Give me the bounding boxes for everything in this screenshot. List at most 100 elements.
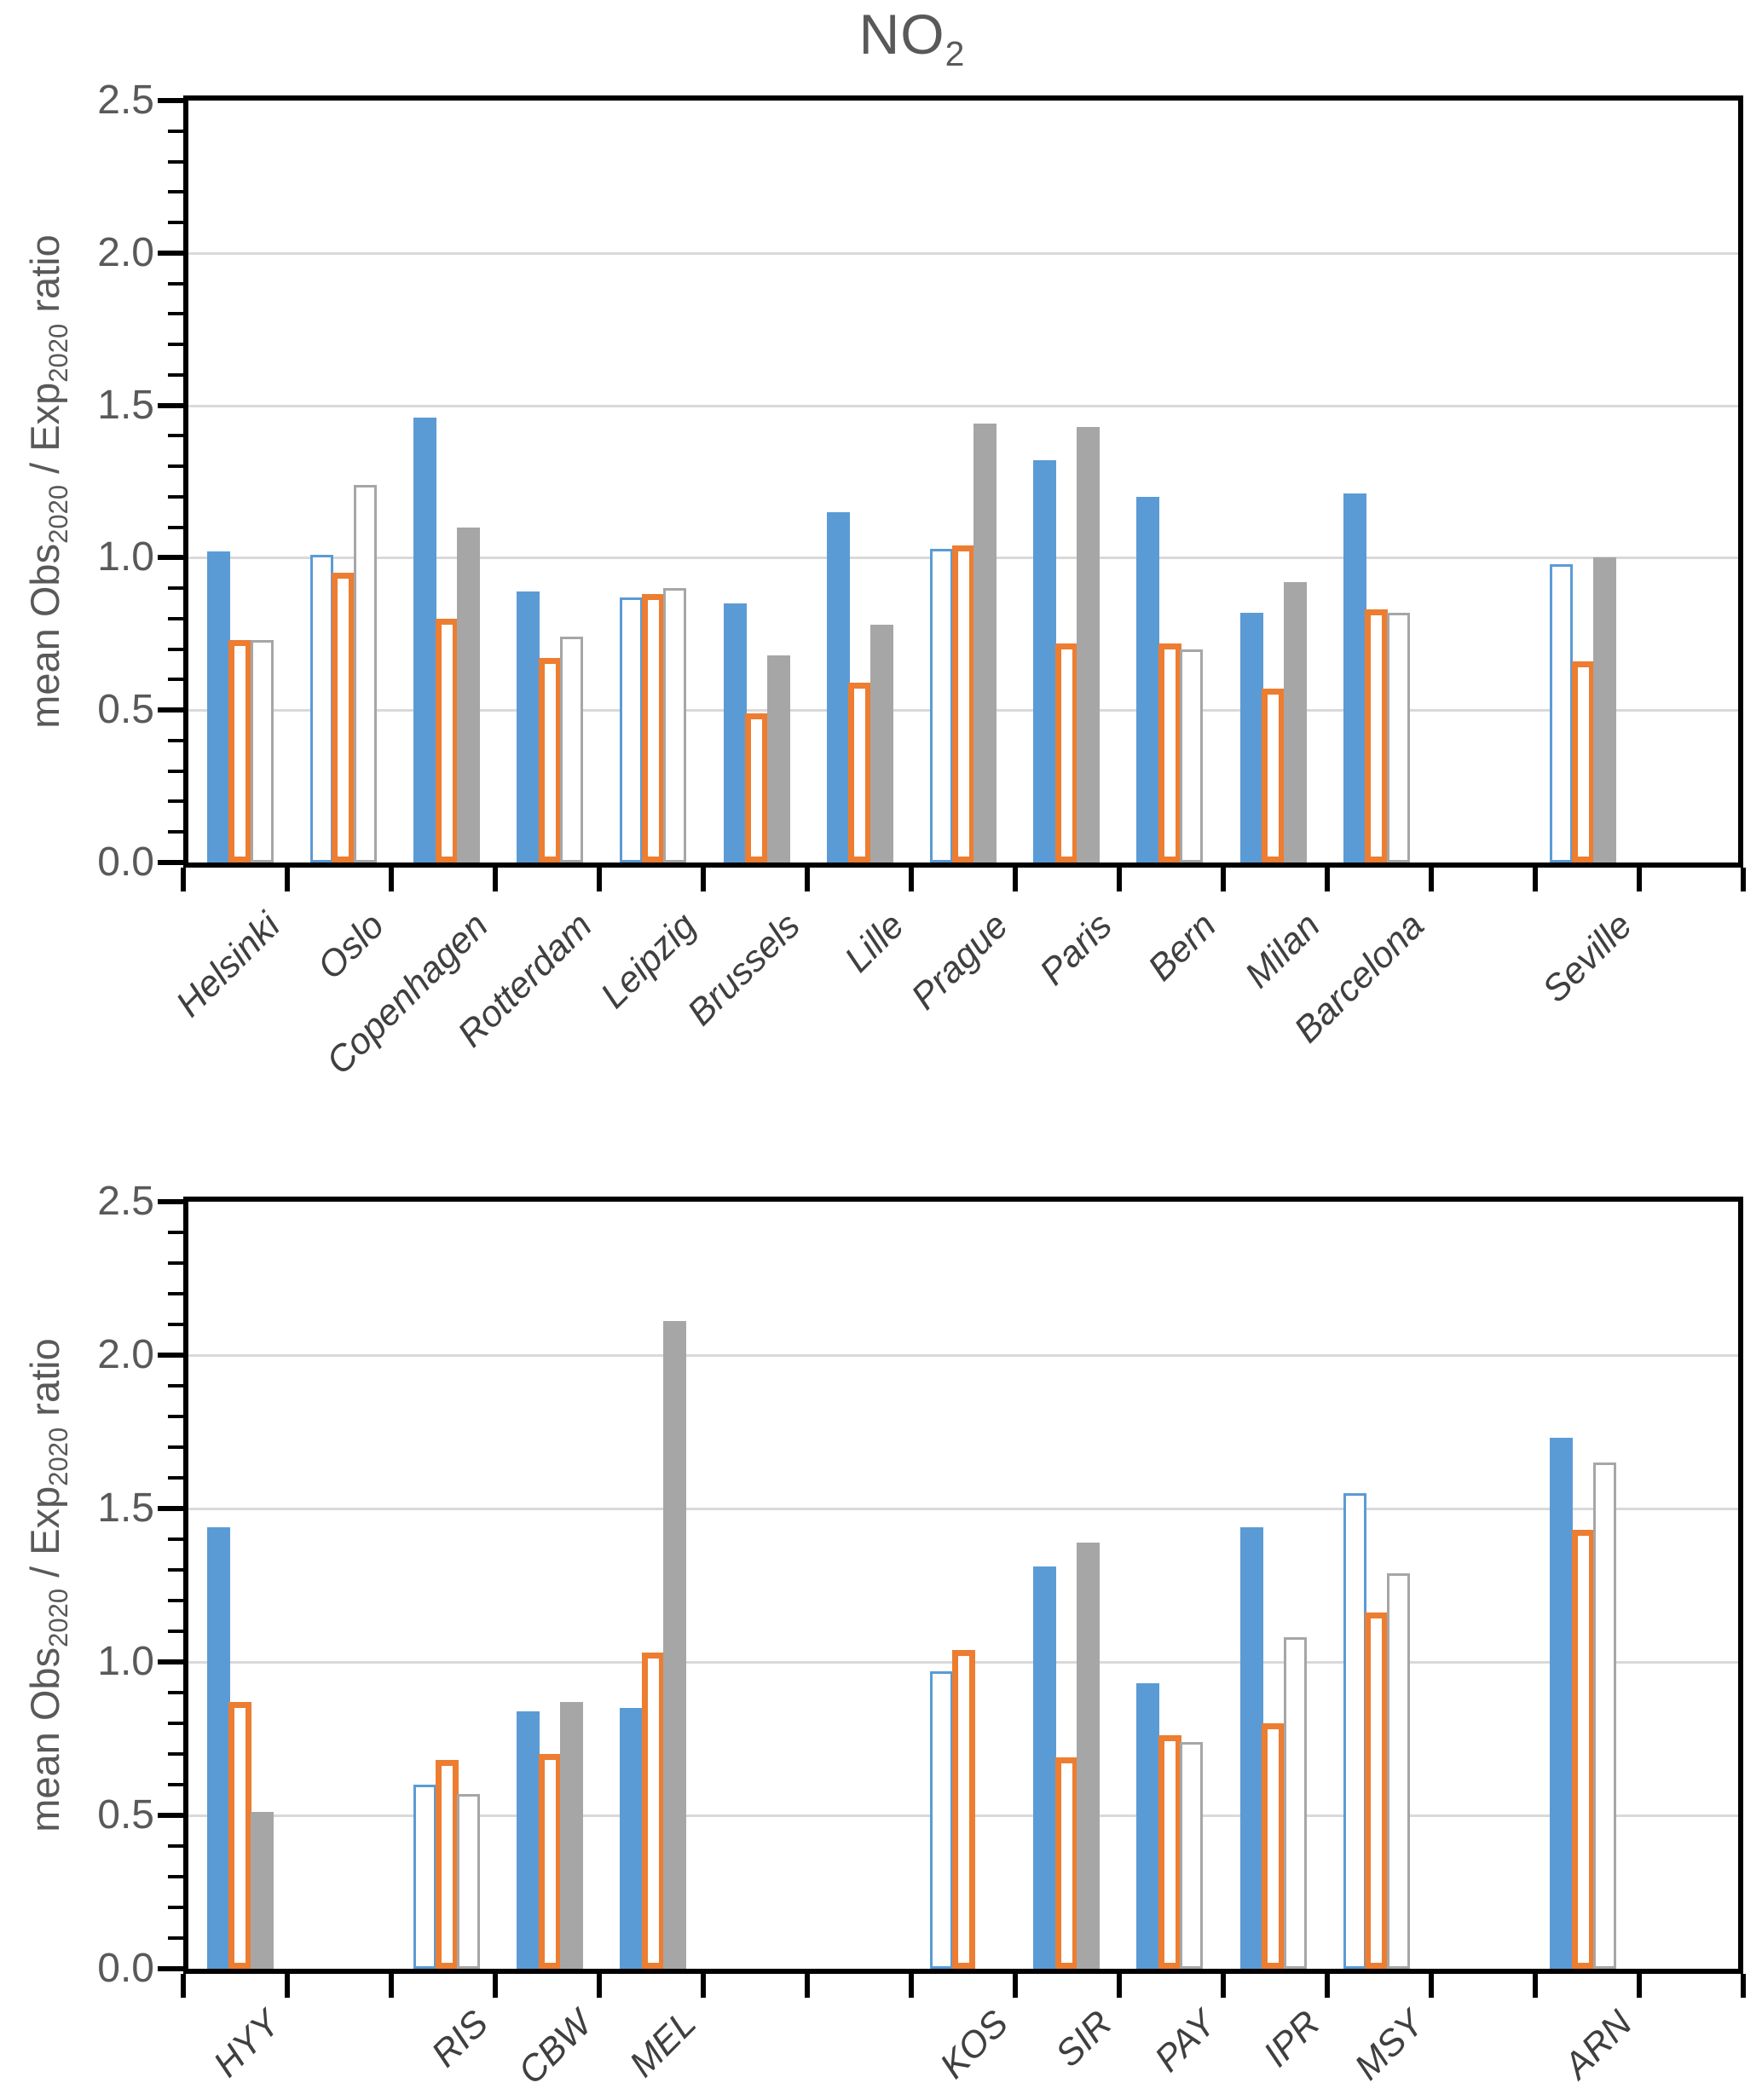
bar-period-a-Barcelona [1343, 493, 1366, 862]
x-tick [493, 868, 498, 891]
bar-period-d-Oslo [332, 573, 355, 862]
bar-period-p-Brussels [766, 655, 790, 862]
plot-area-a [183, 95, 1743, 868]
bar-period-p-RIS [457, 1794, 480, 1969]
y-minor-tick [168, 434, 183, 438]
x-tick [805, 1974, 810, 1998]
y-minor-tick [168, 647, 183, 651]
bar-period-p-Oslo [353, 485, 377, 862]
bar-period-p-IPR [1283, 1637, 1307, 1969]
bar-period-d-Barcelona [1365, 609, 1389, 862]
y-major-tick [158, 1966, 183, 1971]
x-tick [1533, 1974, 1538, 1998]
gridline [188, 404, 1738, 407]
x-tick [1637, 1974, 1642, 1998]
y-minor-tick [168, 738, 183, 742]
bar-period-d-Bern [1158, 643, 1181, 862]
bar-period-a-HYY [206, 1527, 230, 1969]
y-major-tick [158, 1659, 183, 1664]
bar-period-a-Oslo [309, 555, 333, 862]
y-minor-tick [168, 1936, 183, 1940]
y-minor-tick [168, 1292, 183, 1295]
bar-period-a-MSY [1343, 1493, 1366, 1969]
bar-period-p-Milan [1283, 582, 1307, 862]
bar-period-p-HYY [250, 1812, 274, 1969]
bar-period-p-SIR [1077, 1543, 1101, 1969]
bar-period-a-Helsinki [206, 551, 230, 862]
y-axis-title-subscript: 2020 [43, 1427, 74, 1486]
y-minor-tick [168, 1568, 183, 1572]
x-tick [1221, 1974, 1226, 1998]
y-tick-label: 2.5 [97, 1179, 154, 1224]
x-tick [1013, 1974, 1018, 1998]
bar-period-a-Copenhagen [413, 418, 436, 862]
y-major-tick [158, 555, 183, 561]
x-tick [181, 1974, 186, 1998]
figure-title: NO2 [0, 2, 1762, 74]
bar-period-a-Brussels [723, 603, 747, 862]
x-tick [597, 868, 602, 891]
bar-period-d-Helsinki [228, 640, 252, 862]
x-tick [701, 868, 706, 891]
y-tick-label: 2.5 [97, 78, 154, 123]
y-minor-tick [168, 616, 183, 620]
bar-period-a-Lille [826, 512, 850, 862]
y-tick-label: 0.0 [97, 1946, 154, 1991]
bar-period-a-Seville [1550, 564, 1574, 862]
y-minor-tick [168, 221, 183, 225]
bar-period-d-MEL [641, 1653, 665, 1969]
bar-period-p-Barcelona [1386, 613, 1410, 862]
bar-period-a-RIS [413, 1785, 436, 1969]
y-minor-tick [168, 129, 183, 133]
bar-period-d-IPR [1262, 1723, 1285, 1969]
x-tick [909, 1974, 914, 1998]
bar-period-d-SIR [1054, 1757, 1078, 1969]
x-tick [1637, 868, 1642, 891]
bar-period-d-KOS [951, 1650, 975, 1969]
bar-period-p-MEL [663, 1321, 687, 1969]
bar-period-p-PAY [1180, 1742, 1204, 1969]
bar-period-d-PAY [1158, 1735, 1181, 1969]
bar-period-a-Leipzig [620, 597, 644, 862]
x-tick [1013, 868, 1018, 891]
bar-period-d-Paris [1054, 643, 1078, 862]
bar-period-p-Bern [1180, 649, 1204, 862]
y-minor-tick [168, 1415, 183, 1418]
x-tick [493, 1974, 498, 1998]
y-major-tick [158, 1813, 183, 1818]
x-tick [805, 868, 810, 891]
x-tick [389, 1974, 394, 1998]
y-tick-label: 1.5 [97, 1486, 154, 1531]
bar-period-d-Brussels [745, 713, 769, 862]
y-minor-tick [168, 1599, 183, 1602]
y-tick-label: 2.0 [97, 1332, 154, 1377]
y-minor-tick [168, 494, 183, 499]
y-minor-tick [168, 799, 183, 804]
x-category-label: RIS [424, 2003, 496, 2075]
y-major-tick [158, 860, 183, 865]
y-minor-tick [168, 1783, 183, 1786]
bar-period-p-Seville [1593, 557, 1617, 862]
y-minor-tick [168, 769, 183, 773]
plot-area-b [183, 1197, 1743, 1974]
bar-period-p-Paris [1077, 427, 1101, 862]
figure-title-text: NO [858, 3, 945, 66]
bar-period-a-Paris [1033, 460, 1057, 862]
bar-period-p-Copenhagen [457, 528, 480, 862]
y-minor-tick [168, 1875, 183, 1878]
x-tick [1429, 868, 1434, 891]
y-minor-tick [168, 1722, 183, 1725]
bar-period-a-Prague [930, 549, 953, 862]
bar-period-d-HYY [228, 1702, 252, 1969]
gridline [188, 1508, 1738, 1510]
y-major-tick [158, 98, 183, 103]
bar-period-d-CBW [538, 1754, 562, 1969]
y-minor-tick [168, 1691, 183, 1694]
y-tick-label: 2.0 [97, 229, 154, 275]
x-tick [1741, 868, 1746, 891]
y-minor-tick [168, 1538, 183, 1541]
bar-period-a-Bern [1136, 497, 1160, 862]
y-minor-tick [168, 1844, 183, 1848]
x-tick [285, 868, 290, 891]
bar-period-a-KOS [930, 1671, 953, 1969]
